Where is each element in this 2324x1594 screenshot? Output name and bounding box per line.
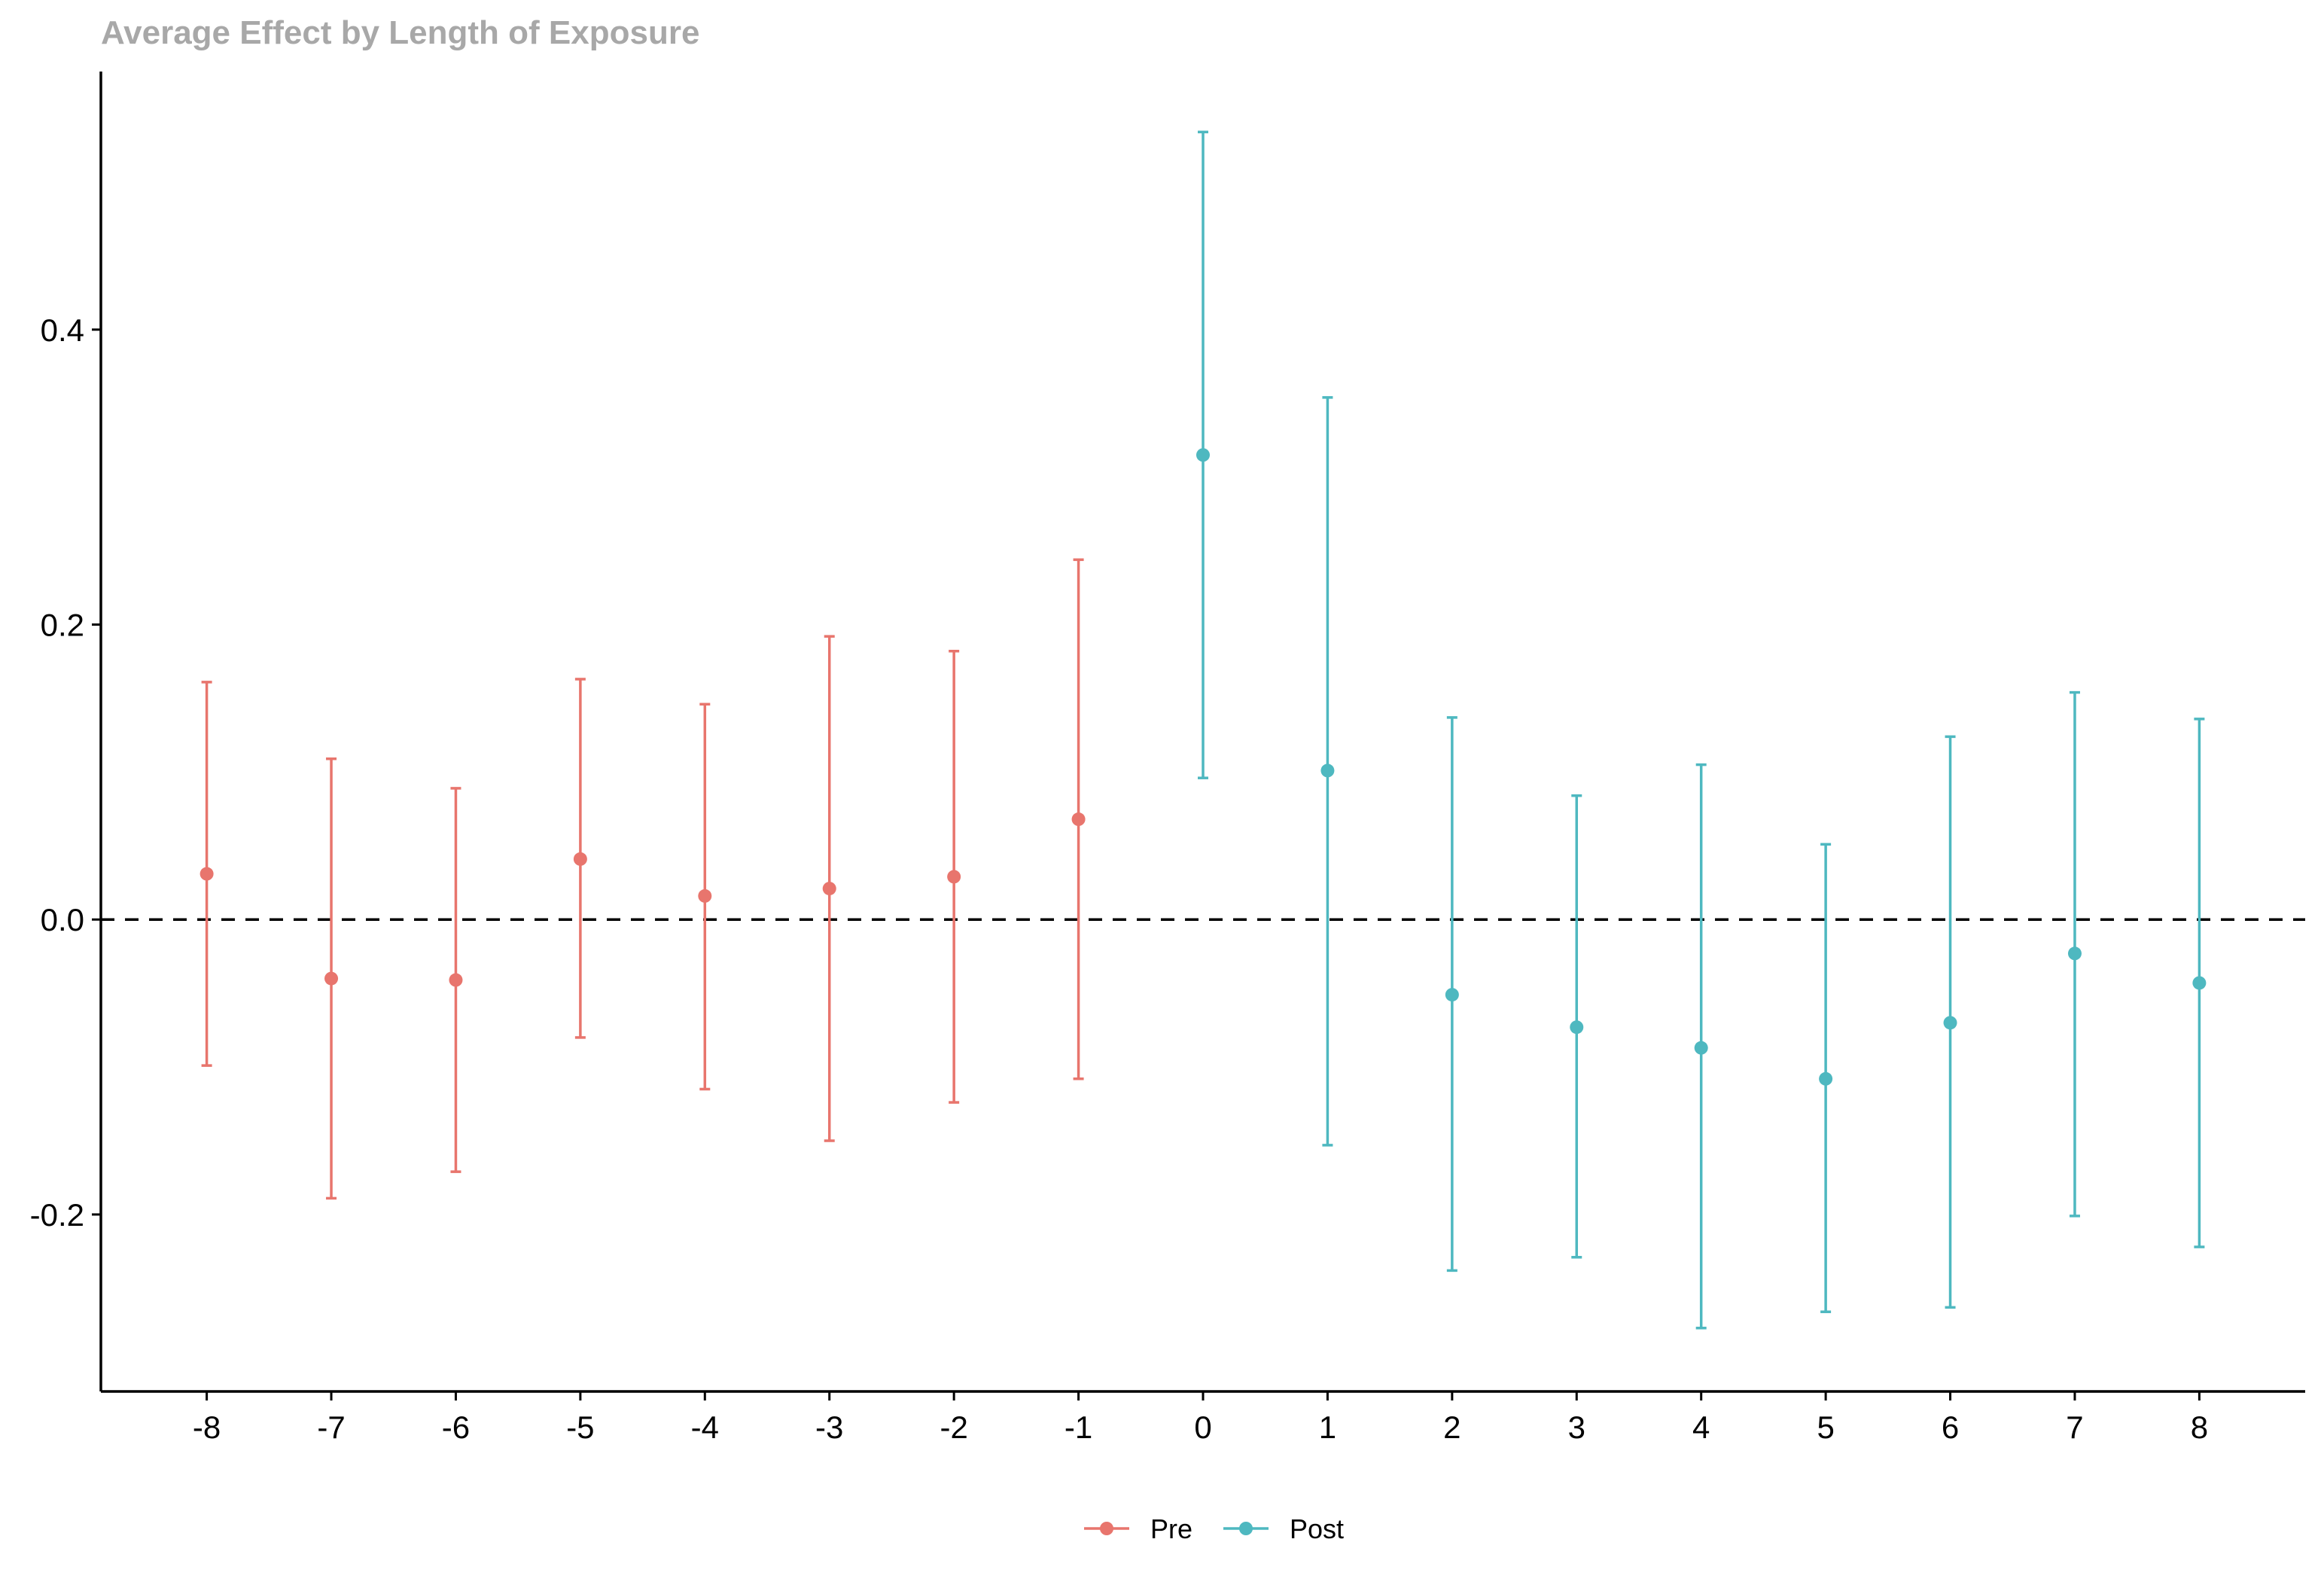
x-tick-label: 3 [1568, 1410, 1585, 1445]
x-tick-label: 7 [2066, 1410, 2083, 1445]
x-tick-label: -3 [815, 1410, 843, 1445]
point-post [1320, 763, 1335, 778]
x-tick-label: 6 [1942, 1410, 1959, 1445]
point-pre [573, 852, 587, 866]
legend: Pre Post [1084, 1513, 1344, 1544]
marks-layer [101, 130, 2305, 1330]
x-tick-label: -6 [442, 1410, 470, 1445]
point-post [2067, 946, 2082, 961]
x-tick-label: -8 [193, 1410, 221, 1445]
x-tick-label: 1 [1319, 1410, 1336, 1445]
x-tick-label: 0 [1194, 1410, 1211, 1445]
x-tick-label: 2 [1443, 1410, 1460, 1445]
point-post [1943, 1016, 1957, 1030]
point-post [1445, 988, 1459, 1002]
y-tick-label: 0.2 [41, 607, 84, 642]
y-tick-label: 0.4 [41, 312, 84, 348]
point-pre [822, 882, 836, 896]
point-pre [947, 870, 961, 884]
legend-label: Post [1290, 1513, 1344, 1544]
y-tick-label: -0.2 [30, 1197, 84, 1233]
point-pre [1071, 812, 1086, 827]
y-tick-label: 0.0 [41, 902, 84, 937]
x-tick-label: -5 [566, 1410, 594, 1445]
x-tick-label: -2 [940, 1410, 967, 1445]
legend-key-point [1100, 1522, 1113, 1535]
x-tick-label: 5 [1817, 1410, 1834, 1445]
x-tick-label: 8 [2191, 1410, 2208, 1445]
point-pre [200, 867, 214, 881]
x-tick-label: -7 [317, 1410, 345, 1445]
legend-key-point [1239, 1522, 1253, 1535]
point-pre [698, 888, 712, 903]
point-post [1570, 1020, 1584, 1035]
x-tick-label: -1 [1065, 1410, 1092, 1445]
x-tick-label: -4 [691, 1410, 719, 1445]
point-pre [449, 973, 463, 987]
point-pre [324, 971, 339, 986]
legend-label: Pre [1150, 1513, 1192, 1544]
chart-title: Average Effect by Length of Exposure [101, 14, 699, 51]
point-post [1694, 1041, 1708, 1055]
x-tick-label: 4 [1692, 1410, 1710, 1445]
axes-layer: -0.2 0.0 0.2 0.4 -8 -7 -6 -5 -4 -3 -2 -1 0 1 2 3 4 5 6 7 8 [30, 72, 2305, 1445]
point-post [1196, 448, 1210, 462]
point-post [2192, 976, 2207, 990]
point-post [1819, 1071, 1833, 1086]
